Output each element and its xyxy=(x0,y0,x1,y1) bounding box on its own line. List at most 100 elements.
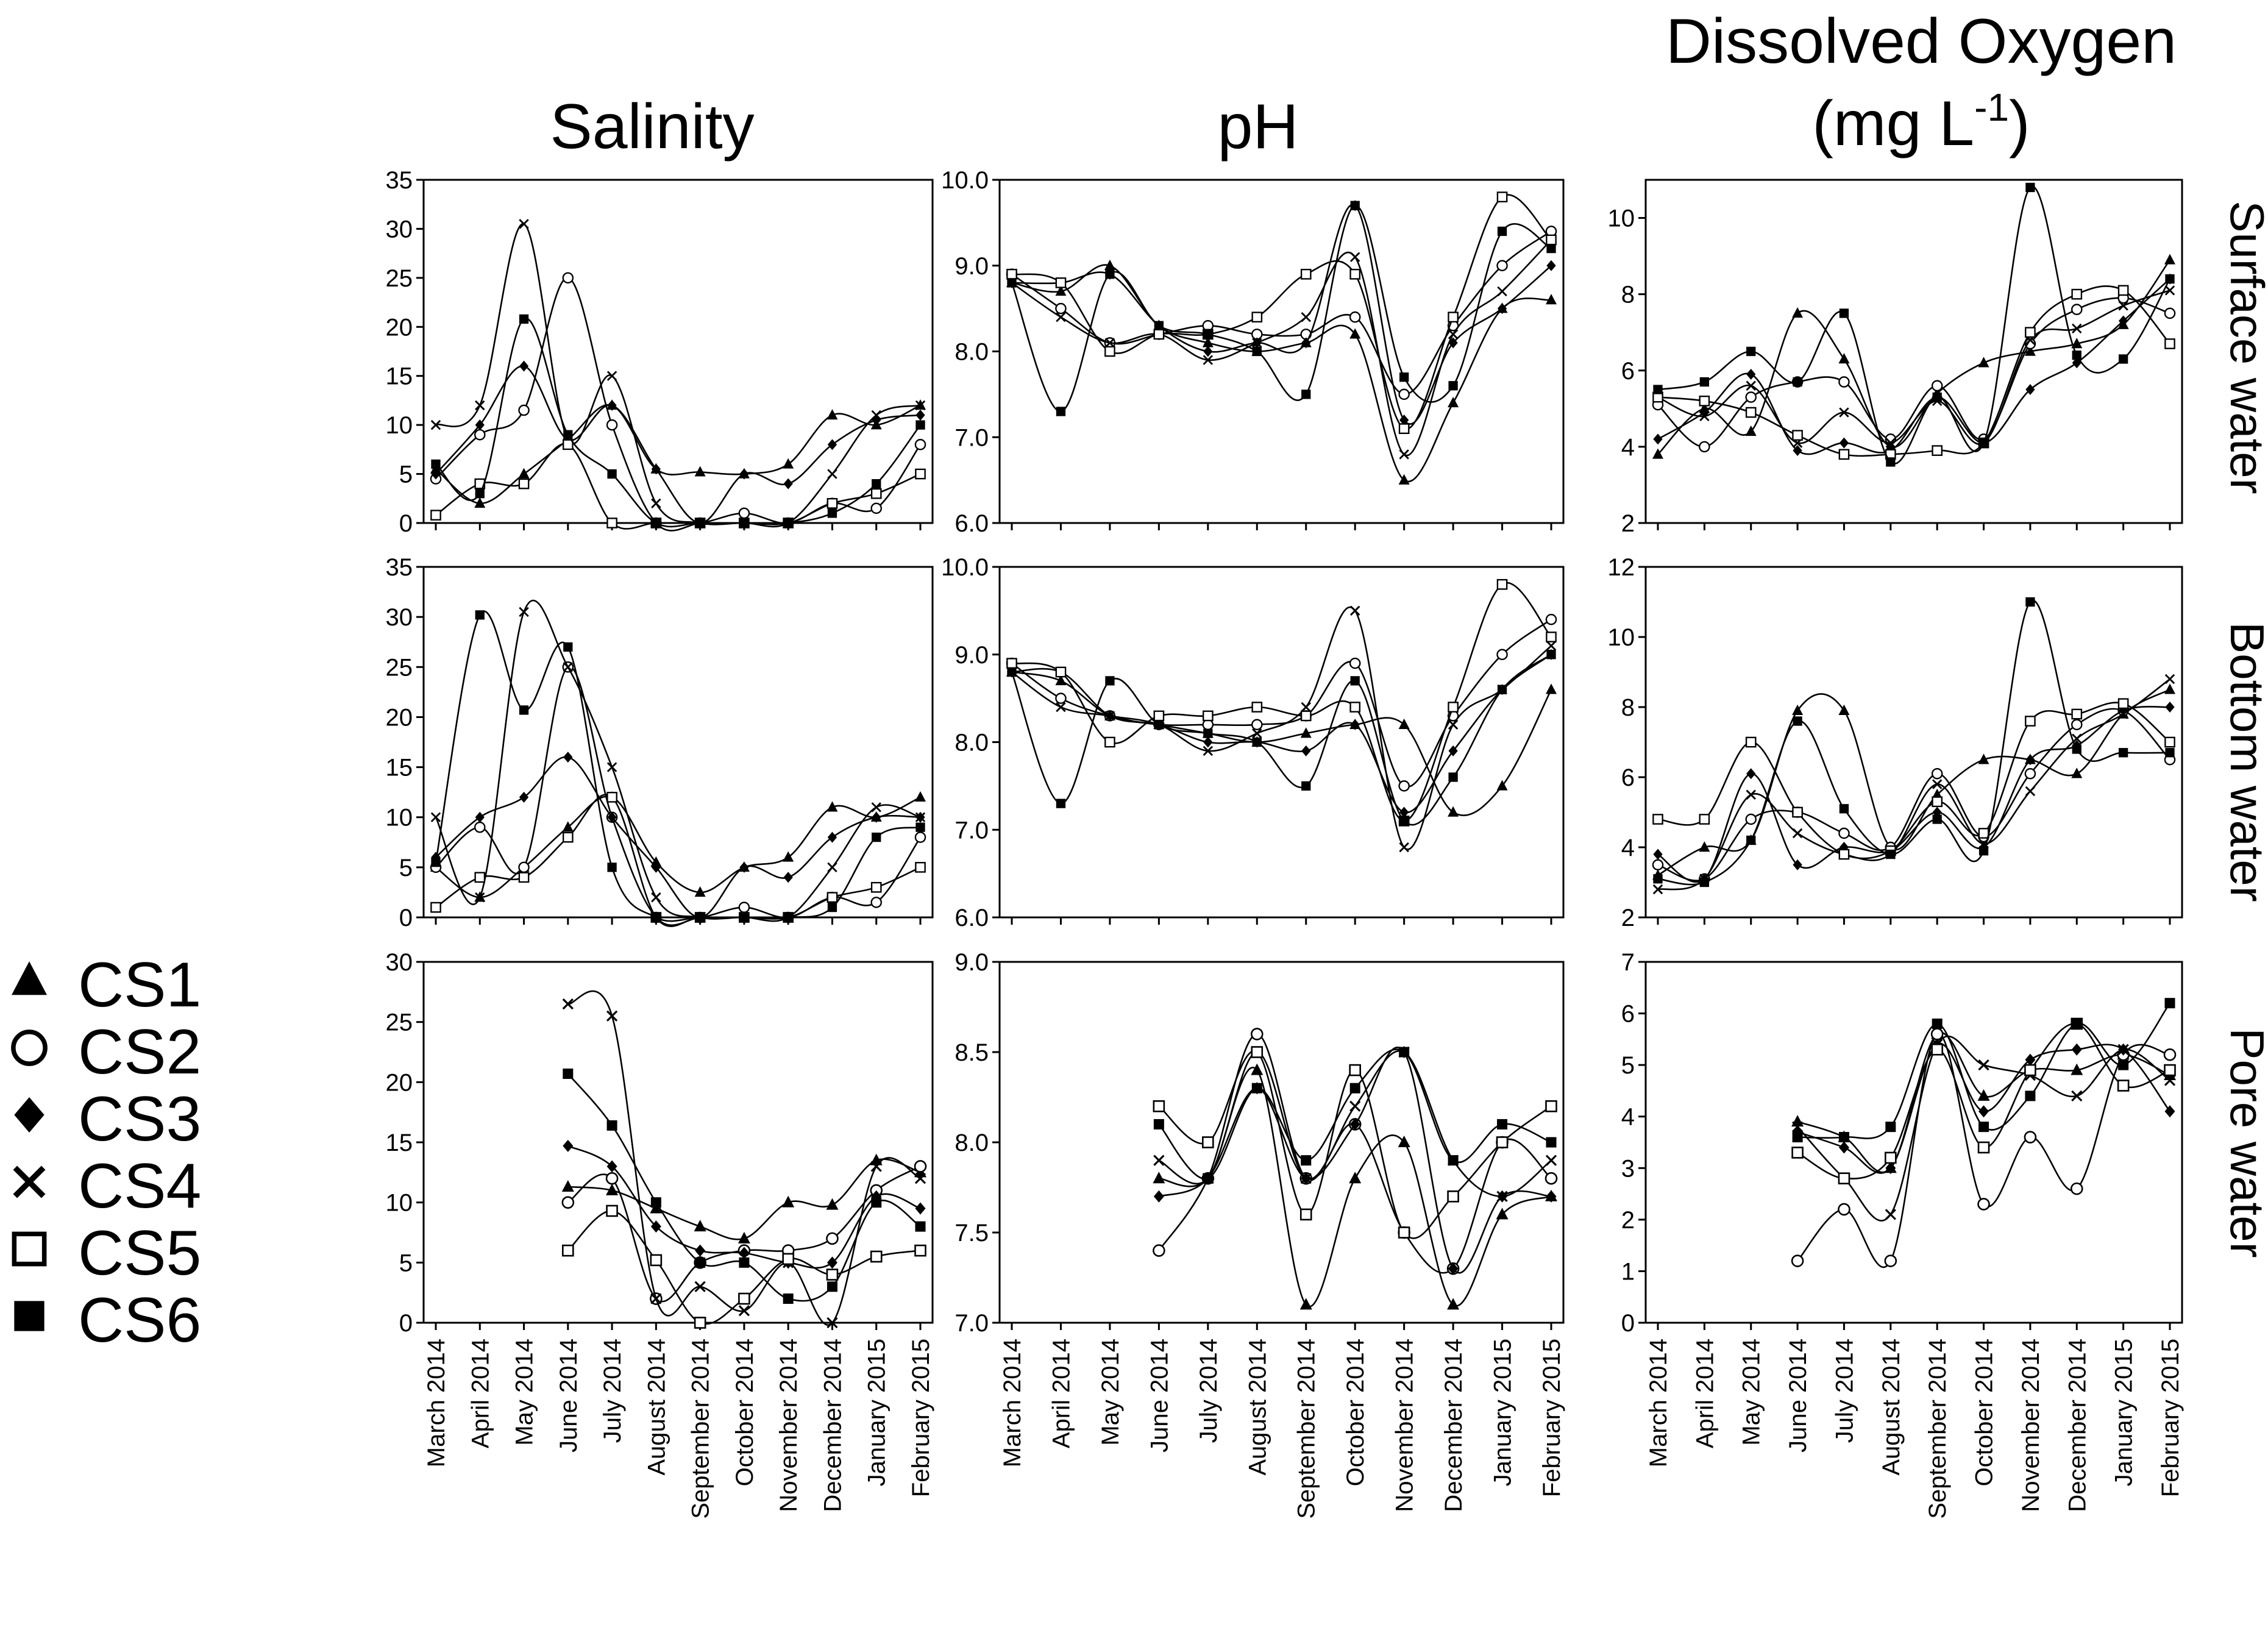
salinity-surface-point-cs1-2-shape xyxy=(518,468,530,479)
do-surface-point-cs1-7 xyxy=(1978,357,1989,368)
salinity-pore-point-cs4-3-stroke-b xyxy=(562,998,574,1010)
salinity-bottom-point-cs6-3-shape xyxy=(563,642,573,652)
ph-bottom-point-cs6-3 xyxy=(1154,720,1164,730)
do-surface-point-cs4-10 xyxy=(2118,301,2128,311)
ph-pore-point-cs1-7-shape xyxy=(1349,1172,1362,1184)
salinity-bottom-ytick-label-3: 15 xyxy=(386,755,413,781)
ph-pore-point-cs1-8-shape xyxy=(1398,1136,1410,1147)
ph-bottom-point-cs6-2 xyxy=(1105,676,1115,686)
col-title-do-unit: (mg L-1) xyxy=(1812,85,2030,159)
ph-pore-point-cs4-10-stroke-b xyxy=(1496,1190,1508,1202)
do-bottom-point-cs3-11 xyxy=(2165,702,2175,713)
ph-surface-point-cs5-2-shape xyxy=(1104,346,1115,357)
do-pore-point-cs6-10-shape xyxy=(2118,1059,2129,1070)
do-bottom-point-cs2-2 xyxy=(1745,813,1757,825)
salinity-pore-point-cs4-11-stroke-b xyxy=(914,1173,926,1184)
salinity-pore-point-cs1-7-shape xyxy=(738,1231,750,1243)
salinity-bottom-point-cs4-9 xyxy=(827,862,837,873)
do-bottom-point-cs2-6 xyxy=(1931,767,1943,780)
salinity-bottom-point-cs6-6 xyxy=(695,913,705,922)
salinity-bottom-point-cs6-0 xyxy=(431,857,441,867)
do-bottom-point-cs3-0-shape xyxy=(1653,849,1663,860)
do-surface-point-cs5-2-shape xyxy=(1745,407,1757,418)
ph-bottom-point-cs3-9 xyxy=(1448,745,1458,756)
do-bottom-ytick-label-0: 2 xyxy=(1621,905,1635,931)
ph-surface-point-cs3-6-shape xyxy=(1301,337,1311,349)
do-pore-point-cs5-7-shape xyxy=(1977,1141,1990,1154)
salinity-pore-xtick-label-1: April 2014 xyxy=(467,1339,494,1448)
salinity-pore-point-cs5-3-shape xyxy=(562,1244,574,1257)
salinity-bottom-point-cs1-8 xyxy=(783,851,794,862)
ph-pore-point-cs1-8 xyxy=(1398,1136,1410,1147)
salinity-bottom-point-cs5-3-shape xyxy=(562,831,574,843)
ph-bottom-point-cs5-5-shape xyxy=(1251,702,1263,713)
do-surface-point-cs2-4-shape xyxy=(1838,376,1850,388)
salinity-bottom-point-cs4-2-stroke-b xyxy=(519,607,529,617)
ph-surface-point-cs6-10-shape xyxy=(1497,226,1507,237)
do-bottom-point-cs4-0 xyxy=(1652,884,1663,895)
salinity-bottom-line-cs4 xyxy=(435,599,921,922)
ph-pore-point-cs6-5-shape xyxy=(1251,1083,1262,1094)
do-pore-xtick-label-4: July 2014 xyxy=(1831,1339,1858,1443)
do-surface-point-cs4-1-stroke-b xyxy=(1699,411,1710,422)
ph-pore-point-cs4-7 xyxy=(1349,1100,1361,1112)
ph-bottom-point-cs3-6-shape xyxy=(1301,745,1311,756)
do-surface-point-cs4-2 xyxy=(1746,380,1756,391)
salinity-surface-point-cs1-6-shape xyxy=(694,466,706,477)
do-pore-point-cs4-3 xyxy=(1791,1121,1804,1133)
salinity-bottom-point-cs1-3-shape xyxy=(562,821,574,832)
do-surface-point-cs5-4 xyxy=(1838,449,1850,460)
do-surface-point-cs4-2-stroke-b xyxy=(1746,380,1756,391)
do-bottom-line-cs6 xyxy=(1657,599,2170,886)
ph-surface-point-cs6-10 xyxy=(1497,226,1507,237)
ph-bottom-point-cs5-10 xyxy=(1496,578,1508,590)
ph-bottom-point-cs3-7 xyxy=(1350,719,1360,730)
salinity-surface-point-cs3-2-shape xyxy=(519,360,529,372)
ph-bottom-point-cs5-1-shape xyxy=(1055,666,1067,678)
ph-bottom-ytick-label-1: 7.0 xyxy=(954,817,989,844)
ph-surface-point-cs5-11-shape xyxy=(1546,234,1557,246)
ph-surface-point-cs5-7 xyxy=(1349,269,1361,280)
do-bottom-point-cs6-2-shape xyxy=(1746,835,1756,845)
salinity-surface-point-cs1-9-shape xyxy=(827,409,838,420)
do-surface-ytick-label-4: 10 xyxy=(1608,205,1635,232)
ph-bottom-point-cs5-9 xyxy=(1448,702,1459,713)
ph-bottom-point-cs4-11 xyxy=(1546,641,1557,651)
salinity-pore-point-cs1-7 xyxy=(738,1231,750,1243)
ph-surface-point-cs6-2 xyxy=(1105,269,1115,279)
do-surface-point-cs1-2-shape xyxy=(1745,425,1757,436)
salinity-pore-point-cs6-7 xyxy=(739,1257,750,1268)
salinity-pore-point-cs5-6 xyxy=(694,1317,706,1329)
salinity-pore-xtick-label-6: September 2014 xyxy=(688,1339,714,1519)
do-surface-point-cs3-3-shape xyxy=(1793,445,1802,457)
salinity-surface-point-cs6-1 xyxy=(475,489,485,499)
salinity-bottom-point-cs3-1-shape xyxy=(475,811,485,823)
salinity-surface-point-cs6-0 xyxy=(431,459,441,469)
do-pore-point-cs4-7-stroke-b xyxy=(1978,1059,1989,1071)
ph-pore-ytick-label-1: 7.5 xyxy=(954,1220,989,1247)
salinity-pore-point-cs2-4 xyxy=(605,1172,619,1185)
salinity-pore-point-cs1-6 xyxy=(694,1220,706,1232)
do-pore-point-cs6-9 xyxy=(2071,1018,2082,1029)
salinity-surface-point-cs3-7 xyxy=(739,468,749,480)
do-pore-point-cs1-3 xyxy=(1791,1115,1804,1127)
salinity-pore-point-cs1-3 xyxy=(561,1180,574,1192)
salinity-bottom-point-cs5-0 xyxy=(430,902,441,913)
do-bottom-point-cs6-11-shape xyxy=(2165,748,2175,758)
do-surface-point-cs5-3 xyxy=(1792,430,1803,441)
legend-label-cs4: CS4 xyxy=(78,1151,201,1222)
do-surface-point-cs2-2-shape xyxy=(1745,391,1757,403)
ph-surface-point-cs1-2-shape xyxy=(1104,259,1115,270)
ph-bottom-point-cs4-9 xyxy=(1448,719,1459,730)
ph-bottom-point-cs2-5-shape xyxy=(1251,719,1263,731)
ph-bottom-point-cs1-8 xyxy=(1398,718,1410,729)
salinity-bottom-point-cs2-10-shape xyxy=(870,897,882,908)
ph-surface-point-cs4-4 xyxy=(1203,355,1214,365)
salinity-pore-xtick-label-9: December 2014 xyxy=(819,1339,846,1512)
ph-bottom-line-cs6 xyxy=(1011,653,1552,826)
do-pore-point-cs5-10 xyxy=(2117,1080,2130,1092)
salinity-surface-ytick-label-4: 20 xyxy=(386,314,413,341)
ph-surface-point-cs2-8 xyxy=(1398,388,1410,400)
do-surface-point-cs2-11-shape xyxy=(2164,307,2176,319)
do-surface-point-cs4-11-stroke-b xyxy=(2164,285,2175,296)
